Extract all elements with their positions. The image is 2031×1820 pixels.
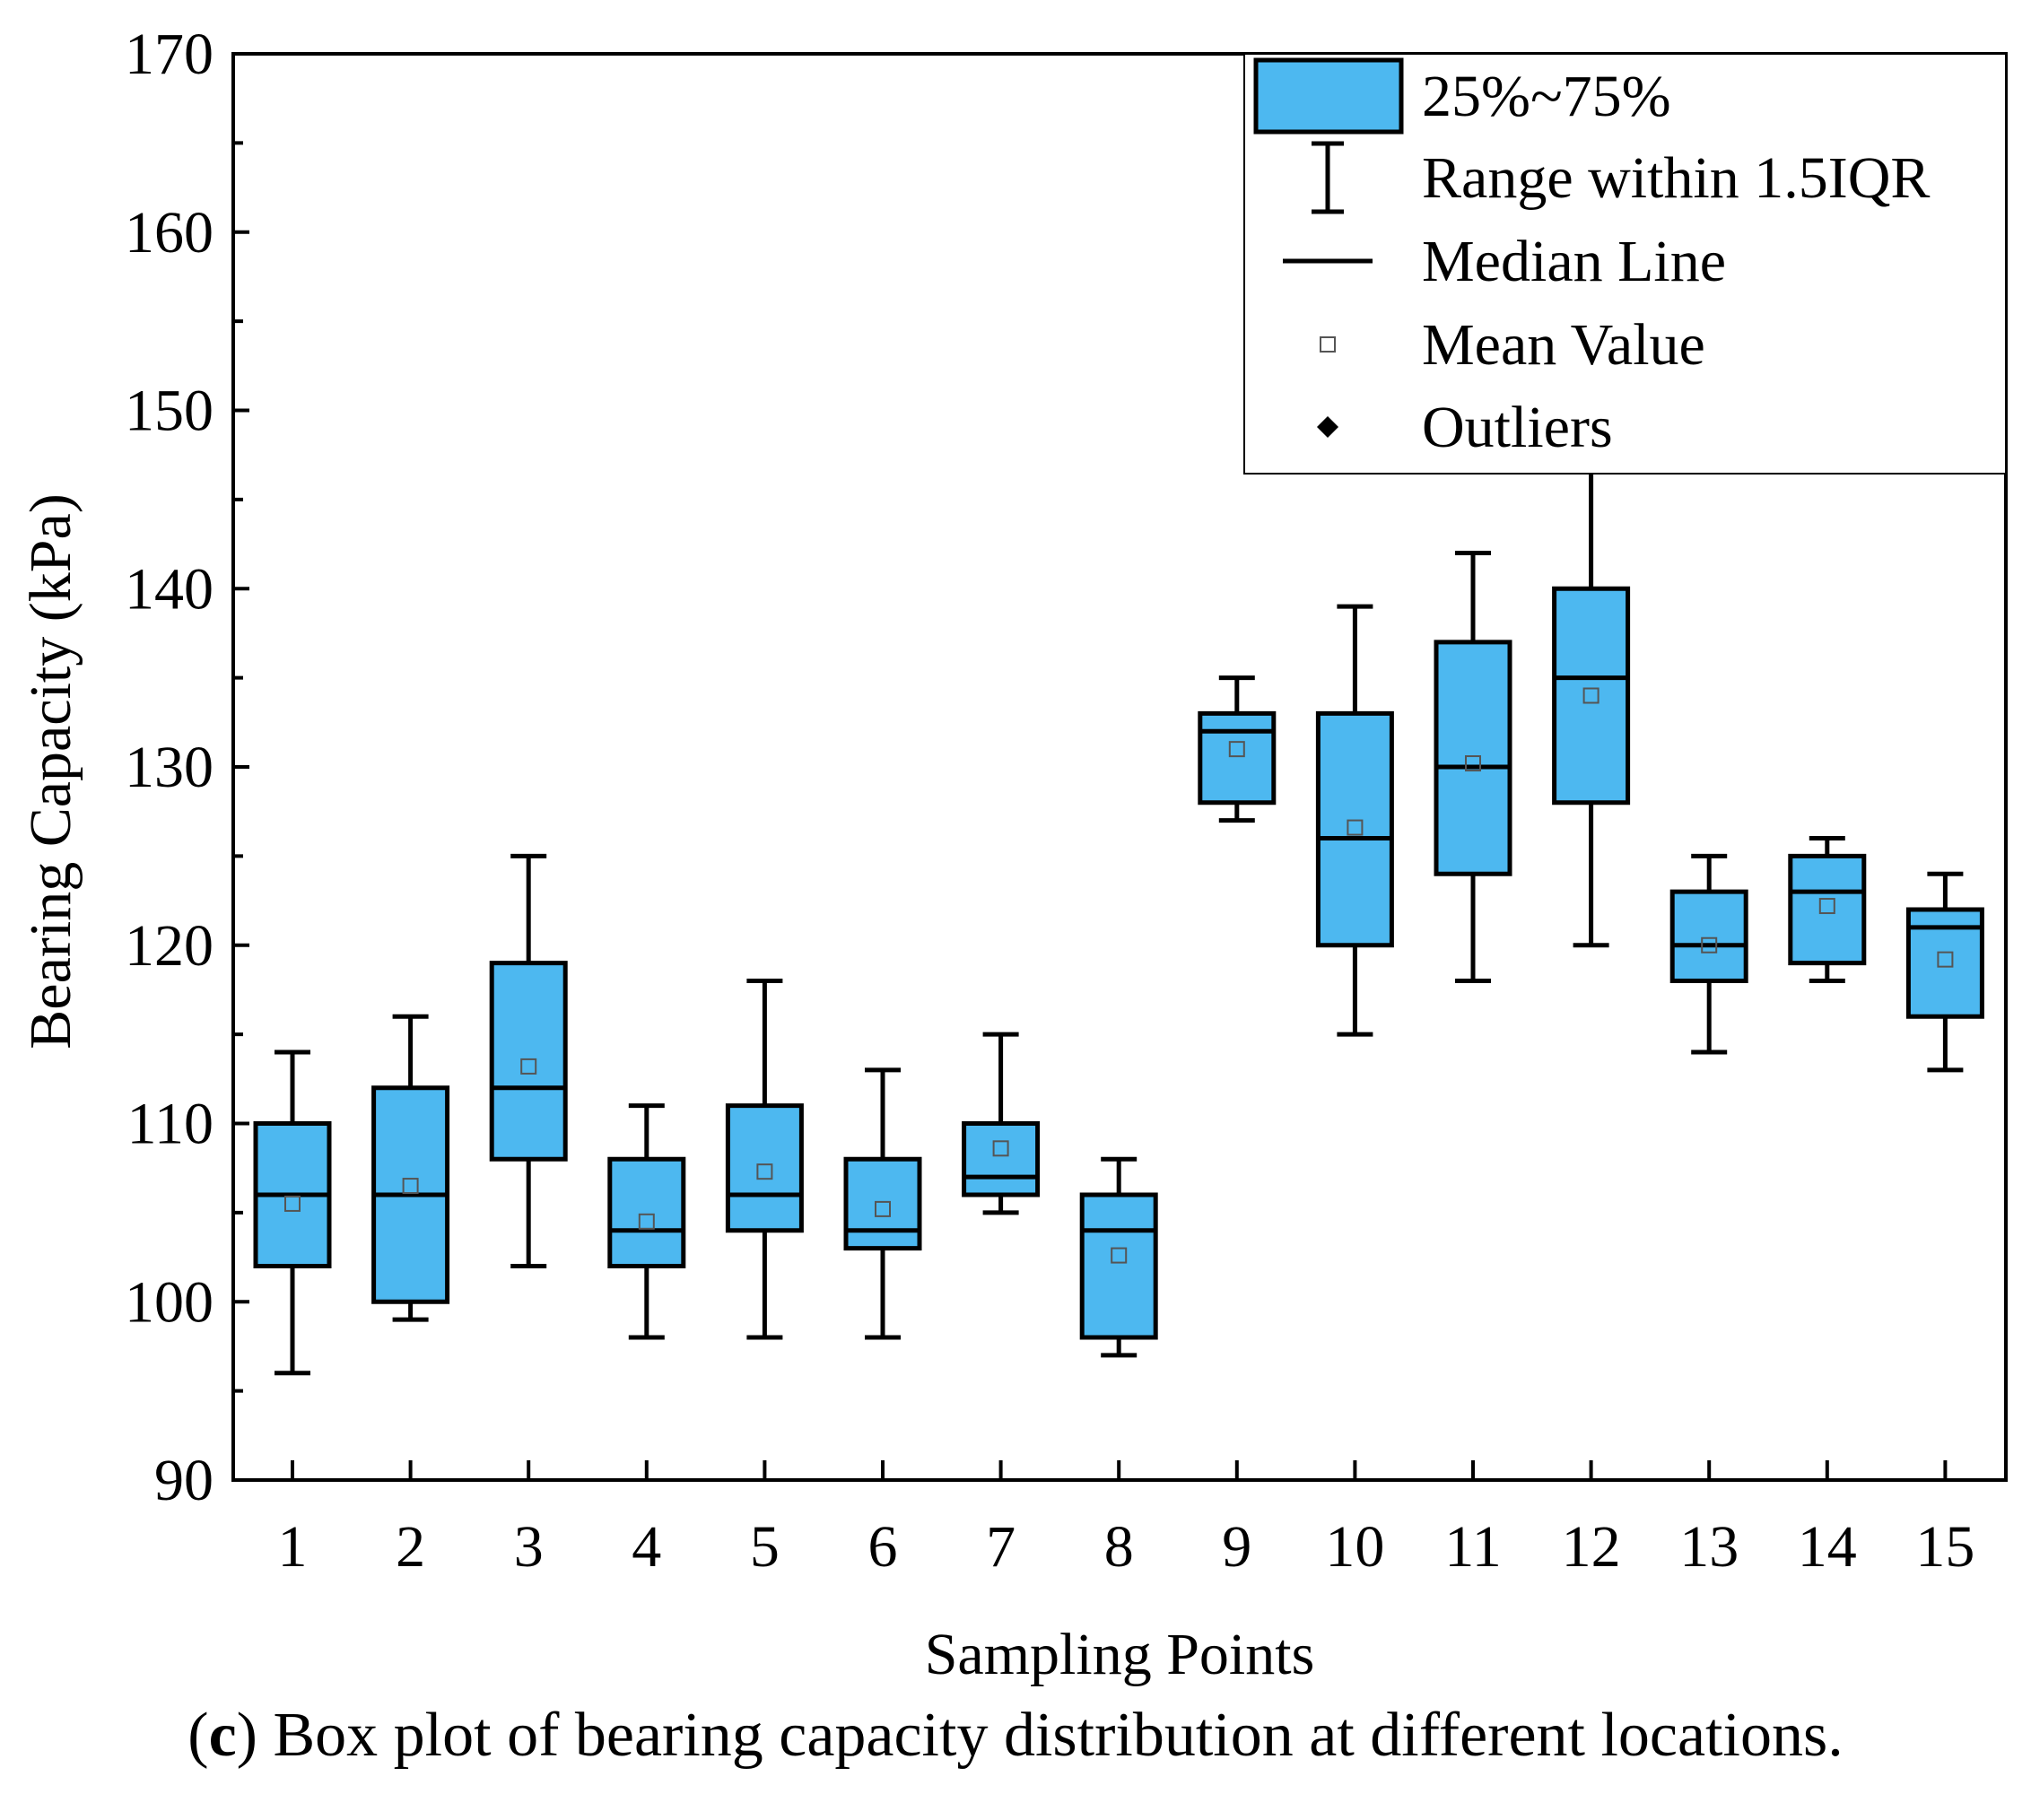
legend: 25%~75% Range within 1.5IQR Median Line Mea…: [1243, 53, 2007, 475]
x-tick-label: 9: [1222, 1514, 1251, 1580]
y-tick-label: 100: [125, 1269, 214, 1335]
iqr-box: [1315, 710, 1394, 948]
box-group-12: [1552, 461, 1631, 948]
iqr-box: [843, 1156, 922, 1251]
mean-marker: [875, 1200, 891, 1217]
mean-marker: [520, 1058, 537, 1075]
box-group-8: [1079, 1156, 1158, 1358]
iqr-box: [1198, 710, 1277, 806]
x-tick-label: 2: [396, 1514, 425, 1580]
legend-item-mean: Mean Value: [1320, 312, 1705, 378]
legend-item-outlier: Outliers: [1317, 395, 1613, 460]
iqr-box: [962, 1121, 1041, 1197]
legend-mean-swatch: [1320, 336, 1336, 353]
mean-marker: [284, 1195, 301, 1212]
x-tick-label: 14: [1798, 1514, 1857, 1580]
legend-item-median: Median Line: [1283, 229, 1726, 294]
y-tick-label: 170: [125, 22, 214, 87]
box-group-1: [253, 1049, 332, 1376]
y-tick-label: 140: [125, 556, 214, 622]
y-tick-label: 110: [126, 1092, 214, 1157]
box-group-3: [489, 853, 568, 1268]
caption-text: Box plot of bearing capacity distributio…: [273, 1701, 1844, 1770]
x-tick-label: 15: [1915, 1514, 1974, 1580]
x-tick-label: 4: [632, 1514, 661, 1580]
legend-label: Median Line: [1422, 229, 1726, 294]
box-group-11: [1434, 551, 1512, 983]
legend-label: 25%~75%: [1422, 64, 1671, 129]
iqr-box: [1434, 640, 1512, 876]
mean-marker: [1818, 898, 1835, 915]
mean-marker: [1701, 936, 1718, 954]
mean-marker: [756, 1163, 773, 1180]
x-axis-title: Sampling Points: [925, 1622, 1315, 1687]
box-group-9: [1198, 675, 1277, 823]
y-axis-title: Bearing Capacity (kPa): [18, 493, 83, 1049]
mean-marker: [638, 1213, 655, 1230]
iqr-box: [489, 961, 568, 1162]
box-group-5: [725, 979, 804, 1340]
mean-marker: [1111, 1247, 1128, 1264]
x-tick-label: 11: [1444, 1514, 1502, 1580]
y-tick-label: 160: [125, 200, 214, 266]
box-group-15: [1905, 871, 1984, 1073]
x-tick-label: 10: [1325, 1514, 1384, 1580]
plot-area: [253, 461, 1984, 1376]
mean-marker: [402, 1178, 419, 1195]
legend-label: Range within 1.5IQR: [1422, 145, 1930, 211]
y-tick-label: 130: [125, 735, 214, 800]
iqr-box: [1552, 586, 1631, 806]
x-tick-label: 8: [1104, 1514, 1134, 1580]
box-group-10: [1315, 604, 1394, 1037]
legend-item-whisker: Range within 1.5IQR: [1312, 141, 1930, 214]
caption-letter: c: [208, 1701, 237, 1770]
y-tick-label: 120: [125, 913, 214, 979]
iqr-box: [607, 1156, 686, 1268]
legend-label: Outliers: [1422, 395, 1613, 460]
box-group-6: [843, 1067, 922, 1340]
iqr-box: [1788, 853, 1867, 966]
mean-marker: [1937, 951, 1954, 968]
box-group-14: [1788, 836, 1867, 983]
mean-marker: [1228, 741, 1245, 758]
iqr-box: [1669, 889, 1748, 983]
box-group-2: [371, 1014, 450, 1322]
box-group-4: [607, 1103, 686, 1340]
box-group-7: [962, 1032, 1041, 1215]
x-tick-label: 1: [278, 1514, 308, 1580]
figure-caption: (c) Box plot of bearing capacity distrib…: [187, 1701, 1844, 1770]
iqr-box: [1079, 1192, 1158, 1340]
mean-marker: [1465, 755, 1481, 772]
box-group-13: [1669, 853, 1748, 1055]
legend-outlier-swatch: [1317, 416, 1338, 438]
x-tick-label: 13: [1679, 1514, 1739, 1580]
x-tick-label: 12: [1562, 1514, 1621, 1580]
legend-label: Mean Value: [1422, 312, 1705, 378]
mean-marker: [1347, 819, 1364, 836]
iqr-box: [725, 1103, 804, 1233]
x-tick-label: 3: [514, 1514, 544, 1580]
y-tick-label: 150: [125, 379, 214, 444]
x-tick-label: 6: [868, 1514, 898, 1580]
mean-marker: [992, 1140, 1009, 1157]
legend-box-swatch: [1253, 57, 1404, 135]
legend-item-box: 25%~75%: [1253, 57, 1671, 135]
x-tick-label: 7: [986, 1514, 1016, 1580]
mean-marker: [1582, 687, 1600, 704]
x-tick-label: 5: [750, 1514, 780, 1580]
y-tick-label: 90: [154, 1448, 214, 1513]
